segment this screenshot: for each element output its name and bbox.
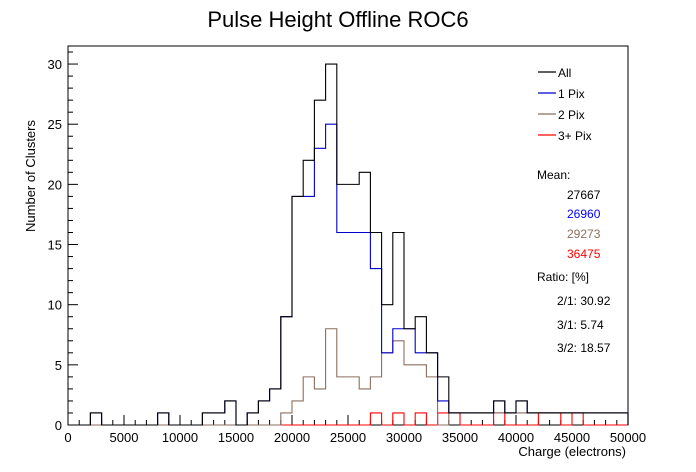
histogram-series [68, 63, 629, 426]
ratio-3-1: 3/1: 5.74 [557, 318, 604, 332]
y-tick-label: 0 [55, 418, 62, 433]
x-tick-label: 35000 [442, 430, 478, 445]
mean-3pix: 36475 [567, 247, 601, 261]
plot-area [67, 45, 629, 426]
x-tick-label: 20000 [274, 430, 310, 445]
legend-label-3plus-pix: 3+ Pix [558, 129, 592, 143]
legend-label-1-pix: 1 Pix [558, 87, 585, 101]
y-tick-label: 15 [48, 238, 62, 253]
legend: All 1 Pix 2 Pix 3+ Pix [538, 66, 592, 143]
plot-frame [67, 45, 629, 426]
mean-all: 27667 [567, 188, 601, 202]
chart-title: Pulse Height Offline ROC6 [207, 7, 468, 32]
x-tick-labels: 0 5000 10000 15000 20000 25000 30000 35000 40000… [64, 430, 646, 445]
x-tick-label: 15000 [218, 430, 254, 445]
y-tick-label: 30 [48, 57, 62, 72]
x-tick-label: 0 [64, 430, 71, 445]
mean-2pix: 29273 [567, 227, 601, 241]
y-tick-label: 25 [48, 117, 62, 132]
x-axis-label: Charge (electrons) [518, 444, 626, 459]
x-tick-label: 45000 [554, 430, 590, 445]
mean-label: Mean: [537, 168, 570, 182]
x-tick-label: 10000 [162, 430, 198, 445]
y-axis-label: Number of Clusters [23, 120, 38, 232]
x-tick-label: 5000 [110, 430, 139, 445]
axis-ticks [67, 51, 629, 426]
x-tick-label: 40000 [498, 430, 534, 445]
legend-label-2-pix: 2 Pix [558, 108, 585, 122]
histogram-all [68, 63, 629, 426]
ratio-label: Ratio: [%] [537, 270, 589, 284]
x-tick-label: 30000 [386, 430, 422, 445]
legend-label-all: All [558, 66, 571, 80]
histogram-2-pix [68, 328, 629, 426]
y-tick-label: 5 [55, 358, 62, 373]
y-tick-label: 20 [48, 177, 62, 192]
mean-1pix: 26960 [567, 207, 601, 221]
x-tick-label: 25000 [330, 430, 366, 445]
ratio-2-1: 2/1: 30.92 [557, 294, 611, 308]
y-tick-labels: 0 5 10 15 20 25 30 [48, 57, 62, 433]
stats-box: Mean: 27667 26960 29273 36475 Ratio: [%]… [537, 168, 611, 355]
y-tick-label: 10 [48, 298, 62, 313]
ratio-3-2: 3/2: 18.57 [557, 341, 611, 355]
x-tick-label: 50000 [610, 430, 646, 445]
